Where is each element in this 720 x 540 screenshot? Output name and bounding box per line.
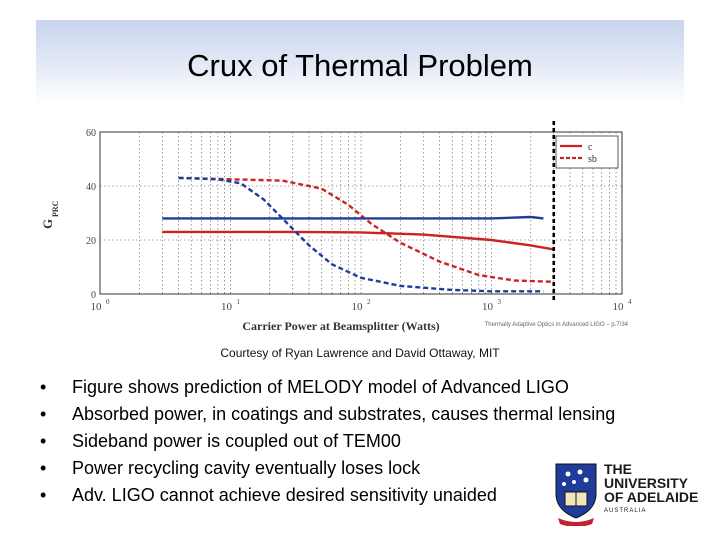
logo-wordmark: THE UNIVERSITY OF ADELAIDE AUSTRALIA bbox=[604, 461, 699, 514]
series-line-4 bbox=[178, 176, 544, 293]
figure-credit: Courtesy of Ryan Lawrence and David Otta… bbox=[220, 346, 500, 360]
chart-footnote: Thermally Adaptive Optics in Advanced LI… bbox=[485, 322, 629, 328]
crest-icon bbox=[555, 463, 597, 526]
x-tick-exponent: 2 bbox=[367, 298, 371, 306]
y-axis-label: G bbox=[40, 219, 55, 229]
x-tick-label: 10 bbox=[91, 301, 103, 313]
x-tick-label: 10 bbox=[482, 301, 494, 313]
series-line-3 bbox=[162, 215, 544, 220]
legend-label: c bbox=[588, 142, 593, 153]
x-tick-exponent: 4 bbox=[628, 298, 632, 306]
y-axis-label-subscript: PRC bbox=[51, 200, 60, 217]
university-logo: THE UNIVERSITY OF ADELAIDE AUSTRALIA bbox=[552, 460, 702, 530]
x-tick-exponent: 3 bbox=[498, 298, 502, 306]
series-line-1 bbox=[162, 230, 555, 251]
slide-title: Crux of Thermal Problem bbox=[187, 48, 533, 83]
bullet-item: • Absorbed power, in coatings and substra… bbox=[40, 404, 616, 424]
x-tick-exponent: 1 bbox=[237, 298, 241, 306]
x-tick-label: 10 bbox=[613, 301, 625, 313]
legend-label: sb bbox=[588, 154, 597, 165]
x-axis-label: Carrier Power at Beamsplitter (Watts) bbox=[242, 319, 439, 333]
legend-box bbox=[555, 135, 619, 169]
bullet-item: • Adv. LIGO cannot achieve desired sensit… bbox=[40, 485, 497, 505]
y-tick-label: 40 bbox=[86, 182, 96, 193]
bullet-item: • Figure shows prediction of MELODY model… bbox=[40, 377, 569, 397]
x-tick-label: 10 bbox=[221, 301, 233, 313]
title-band bbox=[36, 20, 684, 104]
y-tick-label: 60 bbox=[86, 128, 96, 139]
bullet-item: • Power recycling cavity eventually loses… bbox=[40, 458, 421, 478]
series-line-2 bbox=[178, 176, 554, 283]
y-tick-label: 0 bbox=[91, 290, 96, 301]
bullet-list: • Figure shows prediction of MELODY model… bbox=[40, 374, 615, 509]
y-tick-label: 20 bbox=[86, 236, 96, 247]
bullet-item: • Sideband power is coupled out of TEM00 bbox=[40, 431, 401, 451]
x-tick-exponent: 0 bbox=[106, 298, 110, 306]
x-tick-label: 10 bbox=[352, 301, 364, 313]
